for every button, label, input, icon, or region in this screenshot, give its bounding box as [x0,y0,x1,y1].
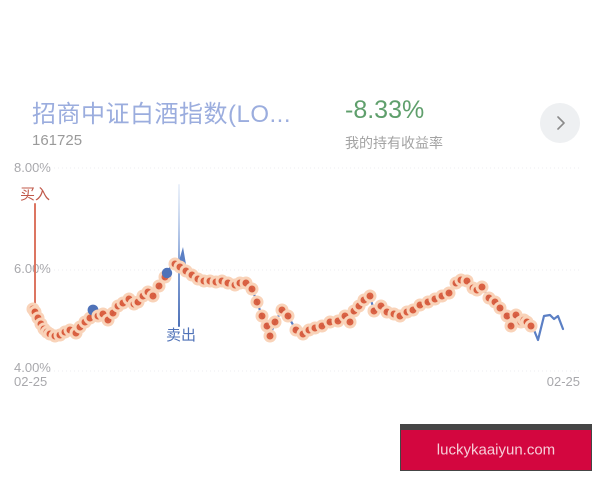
svg-text:卖出: 卖出 [166,327,196,344]
svg-text:买入: 买入 [20,186,50,203]
